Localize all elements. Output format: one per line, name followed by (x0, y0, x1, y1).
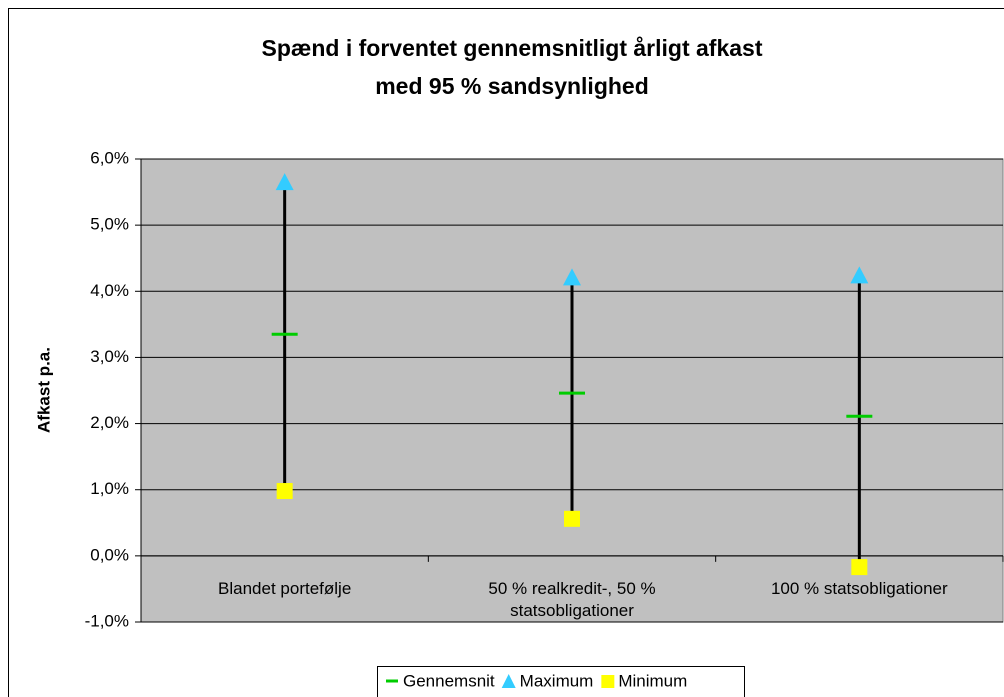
triangle-marker (275, 173, 294, 191)
legend (377, 666, 745, 697)
y-tick-label: 3,0% (90, 347, 129, 366)
triangle-marker (563, 268, 581, 286)
y-tick-label: 1,0% (90, 479, 129, 498)
y-tick-label: 5,0% (90, 215, 129, 234)
y-tick-label: -1,0% (85, 611, 129, 630)
square-marker (276, 483, 293, 500)
legend-label: Maximum (520, 671, 594, 690)
y-axis-label: Afkast p.a. (34, 347, 53, 433)
x-tick-label: 50 % realkredit-, 50 % statsobligationer (488, 578, 656, 620)
legend-marker (601, 675, 615, 688)
square-marker (851, 559, 868, 576)
x-tick-label: Blandet portefølje (218, 578, 352, 598)
y-tick-label: 4,0% (90, 281, 129, 300)
triangle-marker (850, 266, 869, 284)
legend-marker (501, 674, 516, 688)
y-tick-label: 2,0% (90, 413, 129, 432)
chart-title: Spænd i forventet gennemsnitligt årligt … (262, 35, 763, 61)
square-marker (564, 510, 580, 527)
legend-label: Gennemsnit (403, 671, 495, 690)
y-tick-label: 6,0% (90, 148, 129, 167)
legend-label: Minimum (618, 671, 687, 690)
y-tick-label: 0,0% (90, 545, 129, 564)
x-tick-label: 100 % statsobligationer (770, 578, 948, 598)
chart-title: med 95 % sandsynlighed (375, 73, 649, 99)
